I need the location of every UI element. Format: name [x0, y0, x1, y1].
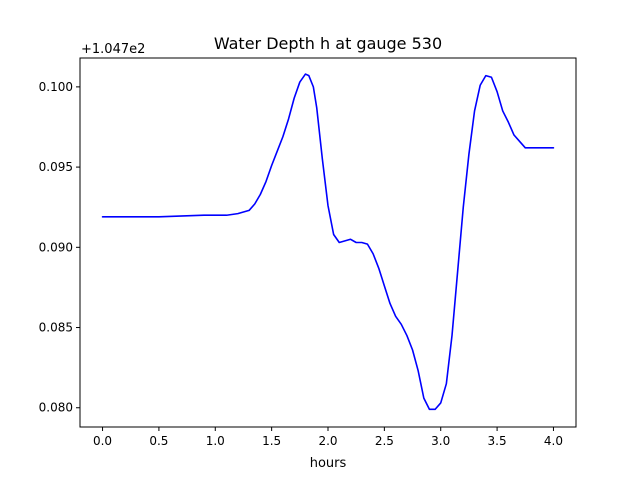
x-tick-label: 2.5 — [375, 434, 394, 448]
y-tick-label: 0.095 — [39, 160, 73, 174]
x-tick-label: 3.0 — [431, 434, 450, 448]
chart-title: Water Depth h at gauge 530 — [214, 34, 442, 53]
y-axis-offset-label: +1.047e2 — [81, 42, 145, 57]
x-tick-label: 1.5 — [262, 434, 281, 448]
x-tick-label: 0.0 — [93, 434, 112, 448]
series-line-0 — [101, 73, 555, 411]
x-tick-label: 0.5 — [149, 434, 168, 448]
plot-axes: 0.0 0.5 1.0 1.5 2.0 2.5 3.0 3.5 4.0 0.080 0.085 0.0… — [39, 57, 577, 448]
y-tick-label: 0.080 — [39, 401, 73, 415]
y-tick-label: 0.100 — [39, 80, 73, 94]
x-tick-label: 1.0 — [206, 434, 225, 448]
x-tick-label: 3.5 — [488, 434, 507, 448]
x-tick-label: 4.0 — [544, 434, 563, 448]
y-tick-label: 0.085 — [39, 321, 73, 335]
x-tick-label: 2.0 — [318, 434, 337, 448]
y-tick-label: 0.090 — [39, 240, 73, 254]
x-axis-label: hours — [310, 456, 347, 471]
